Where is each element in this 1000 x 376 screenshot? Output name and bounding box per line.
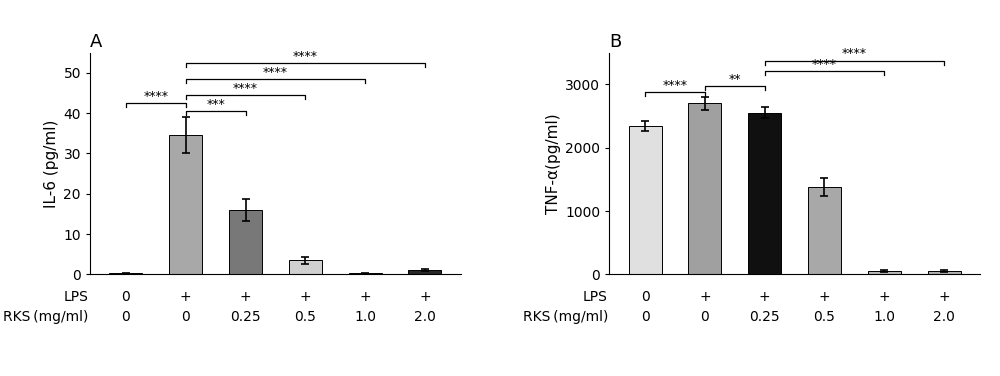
Text: ****: ****: [812, 58, 837, 71]
Bar: [808, 187, 841, 274]
Bar: [748, 113, 781, 274]
Y-axis label: IL-6 (pg/ml): IL-6 (pg/ml): [44, 119, 59, 208]
Bar: [629, 126, 662, 274]
Bar: [289, 260, 322, 274]
Text: +: +: [359, 290, 371, 304]
Text: A: A: [90, 33, 102, 51]
Text: +: +: [240, 290, 251, 304]
Bar: [928, 271, 961, 274]
Text: 2.0: 2.0: [933, 309, 955, 324]
Text: +: +: [180, 290, 192, 304]
Y-axis label: TNF-α(pg/ml): TNF-α(pg/ml): [546, 113, 561, 214]
Text: RKS (mg/ml): RKS (mg/ml): [523, 309, 608, 324]
Text: LPS: LPS: [64, 290, 89, 304]
Text: ****: ****: [263, 66, 288, 79]
Text: 1.0: 1.0: [354, 309, 376, 324]
Text: 0: 0: [641, 309, 649, 324]
Text: ***: ***: [206, 98, 225, 111]
Text: B: B: [609, 33, 621, 51]
Text: 2.0: 2.0: [414, 309, 436, 324]
Text: ****: ****: [143, 90, 168, 103]
Text: ****: ****: [842, 47, 867, 61]
Text: 0: 0: [122, 309, 130, 324]
Bar: [229, 210, 262, 274]
Text: 0.5: 0.5: [294, 309, 316, 324]
Bar: [109, 273, 142, 274]
Text: 0: 0: [700, 309, 709, 324]
Text: +: +: [699, 290, 711, 304]
Text: +: +: [819, 290, 830, 304]
Text: 1.0: 1.0: [873, 309, 895, 324]
Text: +: +: [878, 290, 890, 304]
Text: 0.25: 0.25: [230, 309, 261, 324]
Text: ****: ****: [662, 79, 687, 91]
Text: RKS (mg/ml): RKS (mg/ml): [3, 309, 89, 324]
Text: 0: 0: [641, 290, 649, 304]
Bar: [408, 270, 441, 274]
Text: +: +: [419, 290, 431, 304]
Text: 0: 0: [122, 290, 130, 304]
Bar: [688, 103, 721, 274]
Text: ****: ****: [293, 50, 318, 62]
Text: +: +: [759, 290, 770, 304]
Bar: [169, 135, 202, 274]
Text: 0: 0: [181, 309, 190, 324]
Text: +: +: [938, 290, 950, 304]
Bar: [868, 271, 901, 274]
Text: 0.25: 0.25: [749, 309, 780, 324]
Bar: [349, 273, 382, 274]
Text: LPS: LPS: [583, 290, 608, 304]
Text: 0.5: 0.5: [814, 309, 835, 324]
Text: **: **: [729, 73, 741, 86]
Text: +: +: [300, 290, 311, 304]
Text: ****: ****: [233, 82, 258, 95]
